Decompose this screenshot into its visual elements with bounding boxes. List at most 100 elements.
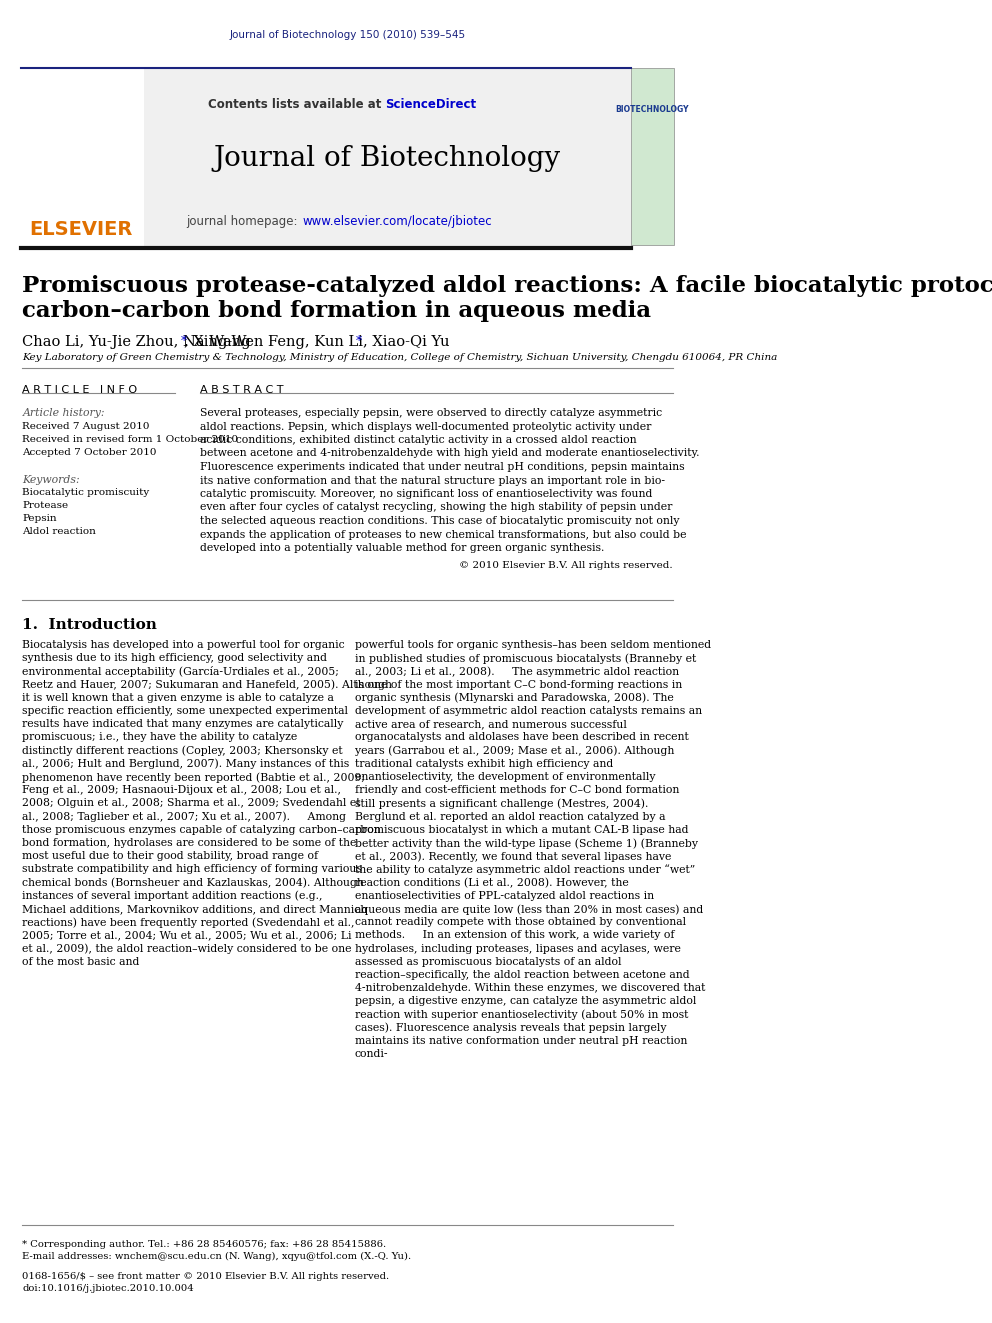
Text: between acetone and 4-nitrobenzaldehyde with high yield and moderate enantiosele: between acetone and 4-nitrobenzaldehyde …	[199, 448, 699, 459]
Text: Reetz and Hauer, 2007; Sukumaran and Hanefeld, 2005). Although: Reetz and Hauer, 2007; Sukumaran and Han…	[23, 680, 393, 691]
Text: 2005; Torre et al., 2004; Wu et al., 2005; Wu et al., 2006; Li: 2005; Torre et al., 2004; Wu et al., 200…	[23, 930, 352, 941]
Text: the ability to catalyze asymmetric aldol reactions under “wet”: the ability to catalyze asymmetric aldol…	[354, 864, 694, 876]
Text: al., 2003; Li et al., 2008).     The asymmetric aldol reaction: al., 2003; Li et al., 2008). The asymmet…	[354, 667, 679, 677]
Text: Article history:: Article history:	[23, 407, 105, 418]
Text: Feng et al., 2009; Hasnaoui-Dijoux et al., 2008; Lou et al.,: Feng et al., 2009; Hasnaoui-Dijoux et al…	[23, 785, 341, 795]
Text: Journal of Biotechnology: Journal of Biotechnology	[213, 146, 560, 172]
Text: its native conformation and that the natural structure plays an important role i: its native conformation and that the nat…	[199, 475, 665, 486]
Text: maintains its native conformation under neutral pH reaction: maintains its native conformation under …	[354, 1036, 686, 1046]
Text: enantioselectivity, the development of environmentally: enantioselectivity, the development of e…	[354, 773, 655, 782]
Text: environmental acceptability (García-Urdiales et al., 2005;: environmental acceptability (García-Urdi…	[23, 667, 339, 677]
Text: traditional catalysts exhibit high efficiency and: traditional catalysts exhibit high effic…	[354, 759, 613, 769]
Text: 1.  Introduction: 1. Introduction	[23, 618, 158, 632]
Text: development of asymmetric aldol reaction catalysts remains an: development of asymmetric aldol reaction…	[354, 706, 701, 716]
Text: Received in revised form 1 October 2010: Received in revised form 1 October 2010	[23, 435, 238, 445]
Text: pepsin, a digestive enzyme, can catalyze the asymmetric aldol: pepsin, a digestive enzyme, can catalyze…	[354, 996, 696, 1007]
Text: Received 7 August 2010: Received 7 August 2010	[23, 422, 150, 431]
Text: expands the application of proteases to new chemical transformations, but also c: expands the application of proteases to …	[199, 529, 686, 540]
Bar	[21, 78, 142, 238]
Text: synthesis due to its high efficiency, good selectivity and: synthesis due to its high efficiency, go…	[23, 654, 327, 663]
Bar	[144, 67, 631, 247]
Text: carbon–carbon bond formation in aqueous media: carbon–carbon bond formation in aqueous …	[23, 300, 652, 321]
Text: al., 2008; Taglieber et al., 2007; Xu et al., 2007).     Among: al., 2008; Taglieber et al., 2007; Xu et…	[23, 811, 346, 822]
Text: *: *	[181, 335, 187, 348]
Text: Promiscuous protease-catalyzed aldol reactions: A facile biocatalytic protocol f: Promiscuous protease-catalyzed aldol rea…	[23, 275, 992, 296]
Text: *: *	[356, 335, 362, 348]
Text: most useful due to their good stability, broad range of: most useful due to their good stability,…	[23, 851, 318, 861]
Text: phenomenon have recently been reported (Babtie et al., 2009;: phenomenon have recently been reported (…	[23, 773, 365, 783]
Text: et al., 2003). Recently, we found that several lipases have: et al., 2003). Recently, we found that s…	[354, 851, 671, 861]
Text: condi-: condi-	[354, 1049, 388, 1060]
Text: Fluorescence experiments indicated that under neutral pH conditions, pepsin main: Fluorescence experiments indicated that …	[199, 462, 684, 472]
Text: Berglund et al. reported an aldol reaction catalyzed by a: Berglund et al. reported an aldol reacti…	[354, 811, 665, 822]
Text: enantioselectivities of PPL-catalyzed aldol reactions in: enantioselectivities of PPL-catalyzed al…	[354, 890, 654, 901]
Text: even after four cycles of catalyst recycling, showing the high stability of peps: even after four cycles of catalyst recyc…	[199, 503, 673, 512]
Text: 4-nitrobenzaldehyde. Within these enzymes, we discovered that: 4-nitrobenzaldehyde. Within these enzyme…	[354, 983, 705, 994]
Text: powerful tools for organic synthesis–has been seldom mentioned: powerful tools for organic synthesis–has…	[354, 640, 710, 650]
Text: 2008; Olguin et al., 2008; Sharma et al., 2009; Svedendahl et: 2008; Olguin et al., 2008; Sharma et al.…	[23, 798, 361, 808]
Text: catalytic promiscuity. Moreover, no significant loss of enantioselectivity was f: catalytic promiscuity. Moreover, no sign…	[199, 490, 652, 499]
Text: aldol reactions. Pepsin, which displays well-documented proteolytic activity und: aldol reactions. Pepsin, which displays …	[199, 422, 651, 431]
Text: assessed as promiscuous biocatalysts of an aldol: assessed as promiscuous biocatalysts of …	[354, 957, 621, 967]
Text: substrate compatibility and high efficiency of forming various: substrate compatibility and high efficie…	[23, 864, 362, 875]
Text: active area of research, and numerous successful: active area of research, and numerous su…	[354, 720, 626, 729]
Text: reaction conditions (Li et al., 2008). However, the: reaction conditions (Li et al., 2008). H…	[354, 877, 628, 888]
Text: bond formation, hydrolases are considered to be some of the: bond formation, hydrolases are considere…	[23, 837, 357, 848]
Text: et al., 2009), the aldol reaction–widely considered to be one: et al., 2009), the aldol reaction–widely…	[23, 943, 352, 954]
Text: Chao Li, Yu-Jie Zhou, Na Wang: Chao Li, Yu-Jie Zhou, Na Wang	[23, 335, 251, 349]
Text: Journal of Biotechnology 150 (2010) 539–545: Journal of Biotechnology 150 (2010) 539–…	[229, 30, 465, 40]
Text: journal homepage:: journal homepage:	[186, 216, 302, 228]
Text: , Xing-Wen Feng, Kun Li, Xiao-Qi Yu: , Xing-Wen Feng, Kun Li, Xiao-Qi Yu	[185, 335, 449, 349]
Text: Protease: Protease	[23, 501, 68, 509]
Text: Biocatalysis has developed into a powerful tool for organic: Biocatalysis has developed into a powerf…	[23, 640, 345, 650]
Text: Biocatalytic promiscuity: Biocatalytic promiscuity	[23, 488, 150, 497]
Text: developed into a potentially valuable method for green organic synthesis.: developed into a potentially valuable me…	[199, 542, 604, 553]
Text: it is well known that a given enzyme is able to catalyze a: it is well known that a given enzyme is …	[23, 693, 334, 703]
Text: those promiscuous enzymes capable of catalyzing carbon–carbon: those promiscuous enzymes capable of cat…	[23, 824, 381, 835]
Text: organocatalysts and aldolases have been described in recent: organocatalysts and aldolases have been …	[354, 733, 688, 742]
Text: is one of the most important C–C bond-forming reactions in: is one of the most important C–C bond-fo…	[354, 680, 682, 689]
Text: of the most basic and: of the most basic and	[23, 957, 140, 967]
Text: ELSEVIER: ELSEVIER	[29, 220, 132, 239]
Text: specific reaction efficiently, some unexpected experimental: specific reaction efficiently, some unex…	[23, 706, 348, 716]
Text: Aldol reaction: Aldol reaction	[23, 527, 96, 536]
Text: Several proteases, especially pepsin, were observed to directly catalyze asymmet: Several proteases, especially pepsin, we…	[199, 407, 662, 418]
Text: years (Garrabou et al., 2009; Mase et al., 2006). Although: years (Garrabou et al., 2009; Mase et al…	[354, 746, 674, 757]
Text: 0168-1656/$ – see front matter © 2010 Elsevier B.V. All rights reserved.: 0168-1656/$ – see front matter © 2010 El…	[23, 1271, 390, 1281]
Text: * Corresponding author. Tel.: +86 28 85460576; fax: +86 28 85415886.: * Corresponding author. Tel.: +86 28 854…	[23, 1240, 387, 1249]
Text: E-mail addresses: wnchem@scu.edu.cn (N. Wang), xqyu@tfol.com (X.-Q. Yu).: E-mail addresses: wnchem@scu.edu.cn (N. …	[23, 1252, 412, 1261]
Text: Pepsin: Pepsin	[23, 515, 58, 523]
Text: reactions) have been frequently reported (Svedendahl et al.,: reactions) have been frequently reported…	[23, 917, 355, 927]
Text: reaction–specifically, the aldol reaction between acetone and: reaction–specifically, the aldol reactio…	[354, 970, 689, 980]
Text: acidic conditions, exhibited distinct catalytic activity in a crossed aldol reac: acidic conditions, exhibited distinct ca…	[199, 435, 636, 445]
Text: BIOTECHNOLOGY: BIOTECHNOLOGY	[616, 105, 689, 114]
Text: ScienceDirect: ScienceDirect	[386, 98, 476, 111]
Text: the selected aqueous reaction conditions. This case of biocatalytic promiscuity : the selected aqueous reaction conditions…	[199, 516, 680, 527]
Text: A B S T R A C T: A B S T R A C T	[199, 385, 283, 396]
Text: still presents a significant challenge (Mestres, 2004).: still presents a significant challenge (…	[354, 798, 648, 808]
Text: al., 2006; Hult and Berglund, 2007). Many instances of this: al., 2006; Hult and Berglund, 2007). Man…	[23, 759, 349, 770]
Text: doi:10.1016/j.jbiotec.2010.10.004: doi:10.1016/j.jbiotec.2010.10.004	[23, 1285, 194, 1293]
Text: organic synthesis (Mlynarski and Paradowska, 2008). The: organic synthesis (Mlynarski and Paradow…	[354, 693, 674, 704]
Text: Key Laboratory of Green Chemistry & Technology, Ministry of Education, College o: Key Laboratory of Green Chemistry & Tech…	[23, 353, 778, 363]
Text: promiscuous; i.e., they have the ability to catalyze: promiscuous; i.e., they have the ability…	[23, 733, 298, 742]
Text: © 2010 Elsevier B.V. All rights reserved.: © 2010 Elsevier B.V. All rights reserved…	[459, 561, 673, 570]
Text: distinctly different reactions (Copley, 2003; Khersonsky et: distinctly different reactions (Copley, …	[23, 746, 343, 757]
Text: methods.     In an extension of this work, a wide variety of: methods. In an extension of this work, a…	[354, 930, 675, 941]
Text: Contents lists available at: Contents lists available at	[208, 98, 386, 111]
Text: www.elsevier.com/locate/jbiotec: www.elsevier.com/locate/jbiotec	[303, 216, 492, 228]
Bar	[631, 67, 675, 245]
Text: results have indicated that many enzymes are catalytically: results have indicated that many enzymes…	[23, 720, 344, 729]
Text: Keywords:: Keywords:	[23, 475, 80, 486]
Text: in published studies of promiscuous biocatalysts (Branneby et: in published studies of promiscuous bioc…	[354, 654, 695, 664]
Text: chemical bonds (Bornsheuer and Kazlauskas, 2004). Although: chemical bonds (Bornsheuer and Kazlauska…	[23, 877, 364, 888]
Text: cases). Fluorescence analysis reveals that pepsin largely: cases). Fluorescence analysis reveals th…	[354, 1023, 666, 1033]
Text: better activity than the wild-type lipase (Scheme 1) (Branneby: better activity than the wild-type lipas…	[354, 837, 697, 848]
Text: A R T I C L E   I N F O: A R T I C L E I N F O	[23, 385, 138, 396]
Text: cannot readily compete with those obtained by conventional: cannot readily compete with those obtain…	[354, 917, 685, 927]
Text: aqueous media are quite low (less than 20% in most cases) and: aqueous media are quite low (less than 2…	[354, 904, 702, 914]
Text: promiscuous biocatalyst in which a mutant CAL-B lipase had: promiscuous biocatalyst in which a mutan…	[354, 824, 688, 835]
Text: hydrolases, including proteases, lipases and acylases, were: hydrolases, including proteases, lipases…	[354, 943, 681, 954]
Text: Accepted 7 October 2010: Accepted 7 October 2010	[23, 448, 157, 456]
Text: reaction with superior enantioselectivity (about 50% in most: reaction with superior enantioselectivit…	[354, 1009, 687, 1020]
